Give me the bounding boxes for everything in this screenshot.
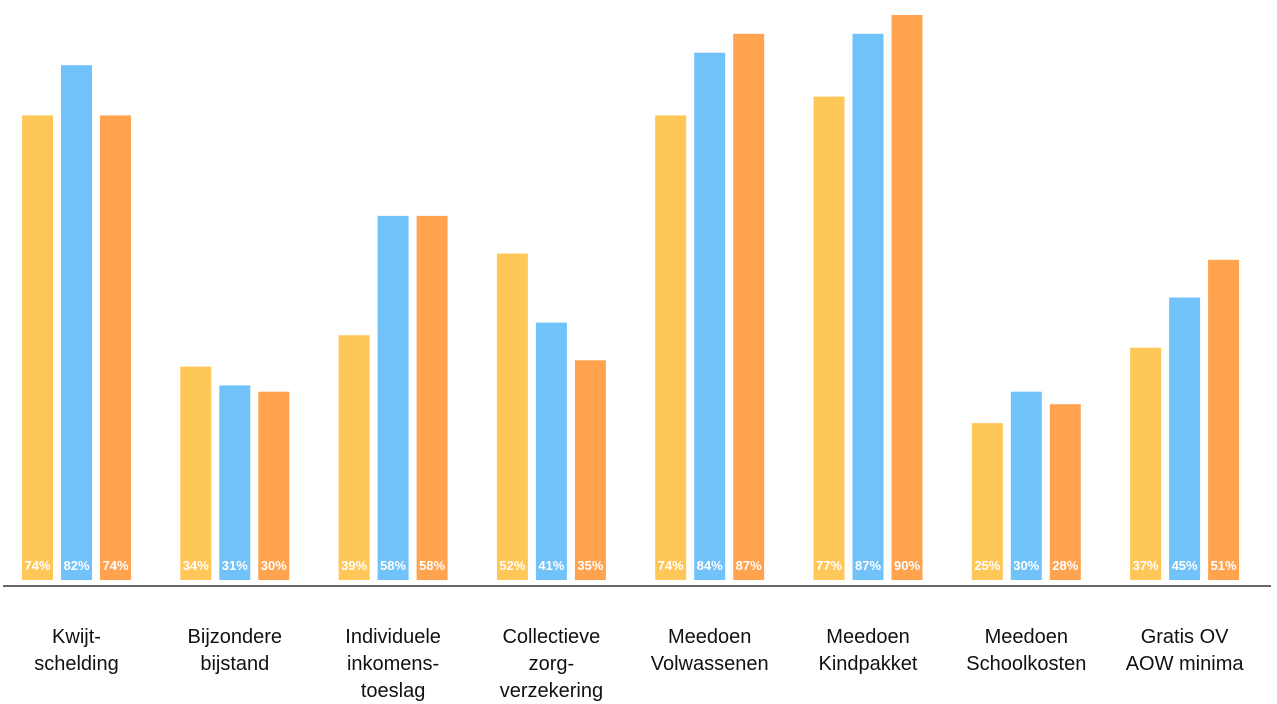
bar-value-label: 35% — [577, 558, 603, 573]
bar — [377, 215, 409, 580]
bar-value-label: 58% — [380, 558, 406, 573]
category-label: verzekering — [500, 680, 603, 702]
bar — [258, 391, 290, 580]
category-label: Bijzondere — [188, 626, 283, 648]
bar — [852, 33, 884, 581]
category-label: Kindpakket — [819, 653, 918, 675]
category-label: Gratis OV — [1141, 626, 1229, 648]
bar-value-label: 84% — [697, 558, 723, 573]
bar — [733, 33, 765, 581]
bar-value-label: 37% — [1133, 558, 1159, 573]
bar-value-label: 87% — [855, 558, 881, 573]
bar — [416, 215, 448, 580]
bar — [338, 335, 370, 580]
bar — [100, 115, 131, 581]
bar-value-label: 74% — [658, 558, 684, 573]
bar-value-label: 25% — [974, 558, 1000, 573]
bar — [655, 115, 687, 581]
category-label: Meedoen — [826, 626, 909, 648]
bar-value-label: 74% — [24, 558, 50, 573]
bar — [1010, 391, 1042, 580]
bar — [1049, 404, 1081, 580]
category-label: AOW minima — [1126, 653, 1245, 675]
category-labels: Kwijt-schelding Bijzondere bijstand Individ… — [34, 626, 1244, 702]
bar — [219, 385, 251, 580]
category-label: toeslag — [361, 680, 426, 702]
bar — [535, 322, 567, 580]
bar-value-label: 52% — [499, 558, 525, 573]
category-label: Meedoen — [668, 626, 751, 648]
category-label: Kwijt- — [52, 626, 101, 648]
bar-value-label: 30% — [261, 558, 287, 573]
bar — [180, 366, 212, 580]
bar-value-label: 90% — [894, 558, 920, 573]
bar-value-label: 41% — [538, 558, 564, 573]
bar-value-labels: 74% 82% 74% 34% 31% 30% 39% 58% 58% 52% 41% 35% 74% 8… — [24, 558, 1237, 573]
bar-value-label: 87% — [736, 558, 762, 573]
bar-value-label: 58% — [419, 558, 445, 573]
category-label: Schoolkosten — [966, 653, 1086, 675]
category-label: Collectieve — [502, 626, 600, 648]
bar — [22, 115, 53, 581]
bar-value-label: 30% — [1013, 558, 1039, 573]
bar — [694, 52, 726, 580]
bar-value-label: 51% — [1211, 558, 1237, 573]
category-label: zorg- — [529, 653, 575, 675]
bar — [891, 15, 923, 580]
bar — [574, 360, 606, 580]
bar-value-label: 31% — [222, 558, 248, 573]
bar-value-label: 74% — [102, 558, 128, 573]
category-label: bijstand — [200, 653, 269, 675]
bar-value-label: 34% — [183, 558, 209, 573]
bar — [1208, 259, 1240, 580]
bar — [61, 65, 92, 580]
category-label: schelding — [34, 653, 119, 675]
bar-value-label: 28% — [1052, 558, 1078, 573]
bar — [496, 253, 528, 580]
category-label: inkomens- — [347, 653, 439, 675]
bar-value-label: 77% — [816, 558, 842, 573]
bar-value-label: 45% — [1172, 558, 1198, 573]
bar — [971, 423, 1003, 580]
category-label: Volwassenen — [651, 653, 769, 675]
category-label: Meedoen — [985, 626, 1068, 648]
bar — [1169, 297, 1201, 580]
bars-group — [22, 15, 1240, 581]
bar-value-label: 82% — [63, 558, 89, 573]
bar — [1130, 347, 1162, 580]
category-label: Individuele — [345, 626, 441, 648]
bar — [813, 96, 845, 580]
bar-value-label: 39% — [341, 558, 367, 573]
